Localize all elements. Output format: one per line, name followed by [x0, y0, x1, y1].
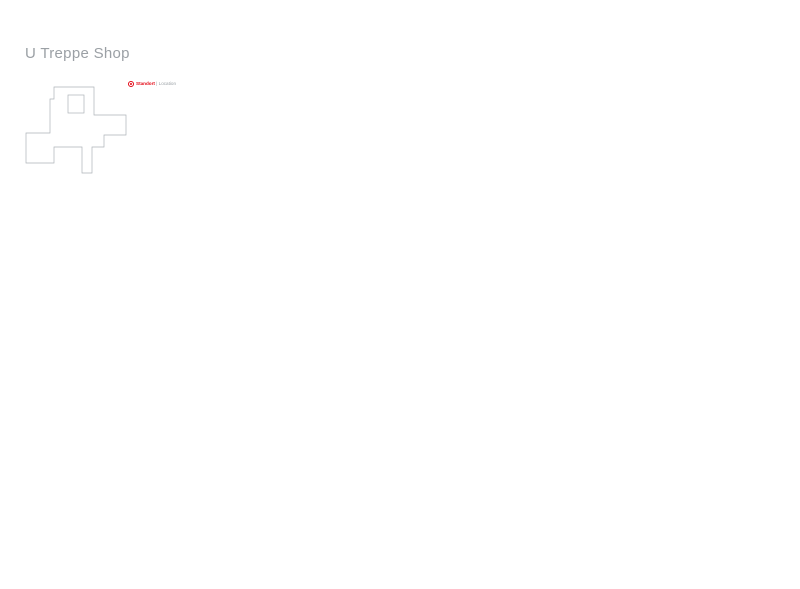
- legend-item: Standort | Location: [126, 80, 176, 87]
- legend-label-de: Standort: [136, 81, 155, 86]
- legend: Standort | Location: [126, 80, 176, 87]
- map-title: U Treppe Shop: [25, 45, 130, 62]
- legend-label-en: | Location: [154, 81, 177, 86]
- location-ring: [128, 80, 134, 87]
- building-block: [67, 94, 85, 114]
- floor-plan-svg: [25, 86, 127, 174]
- building-block: [25, 86, 127, 174]
- location-dot: [130, 82, 132, 85]
- location-icon: [126, 80, 136, 87]
- legend-label: Standort | Location: [136, 80, 176, 87]
